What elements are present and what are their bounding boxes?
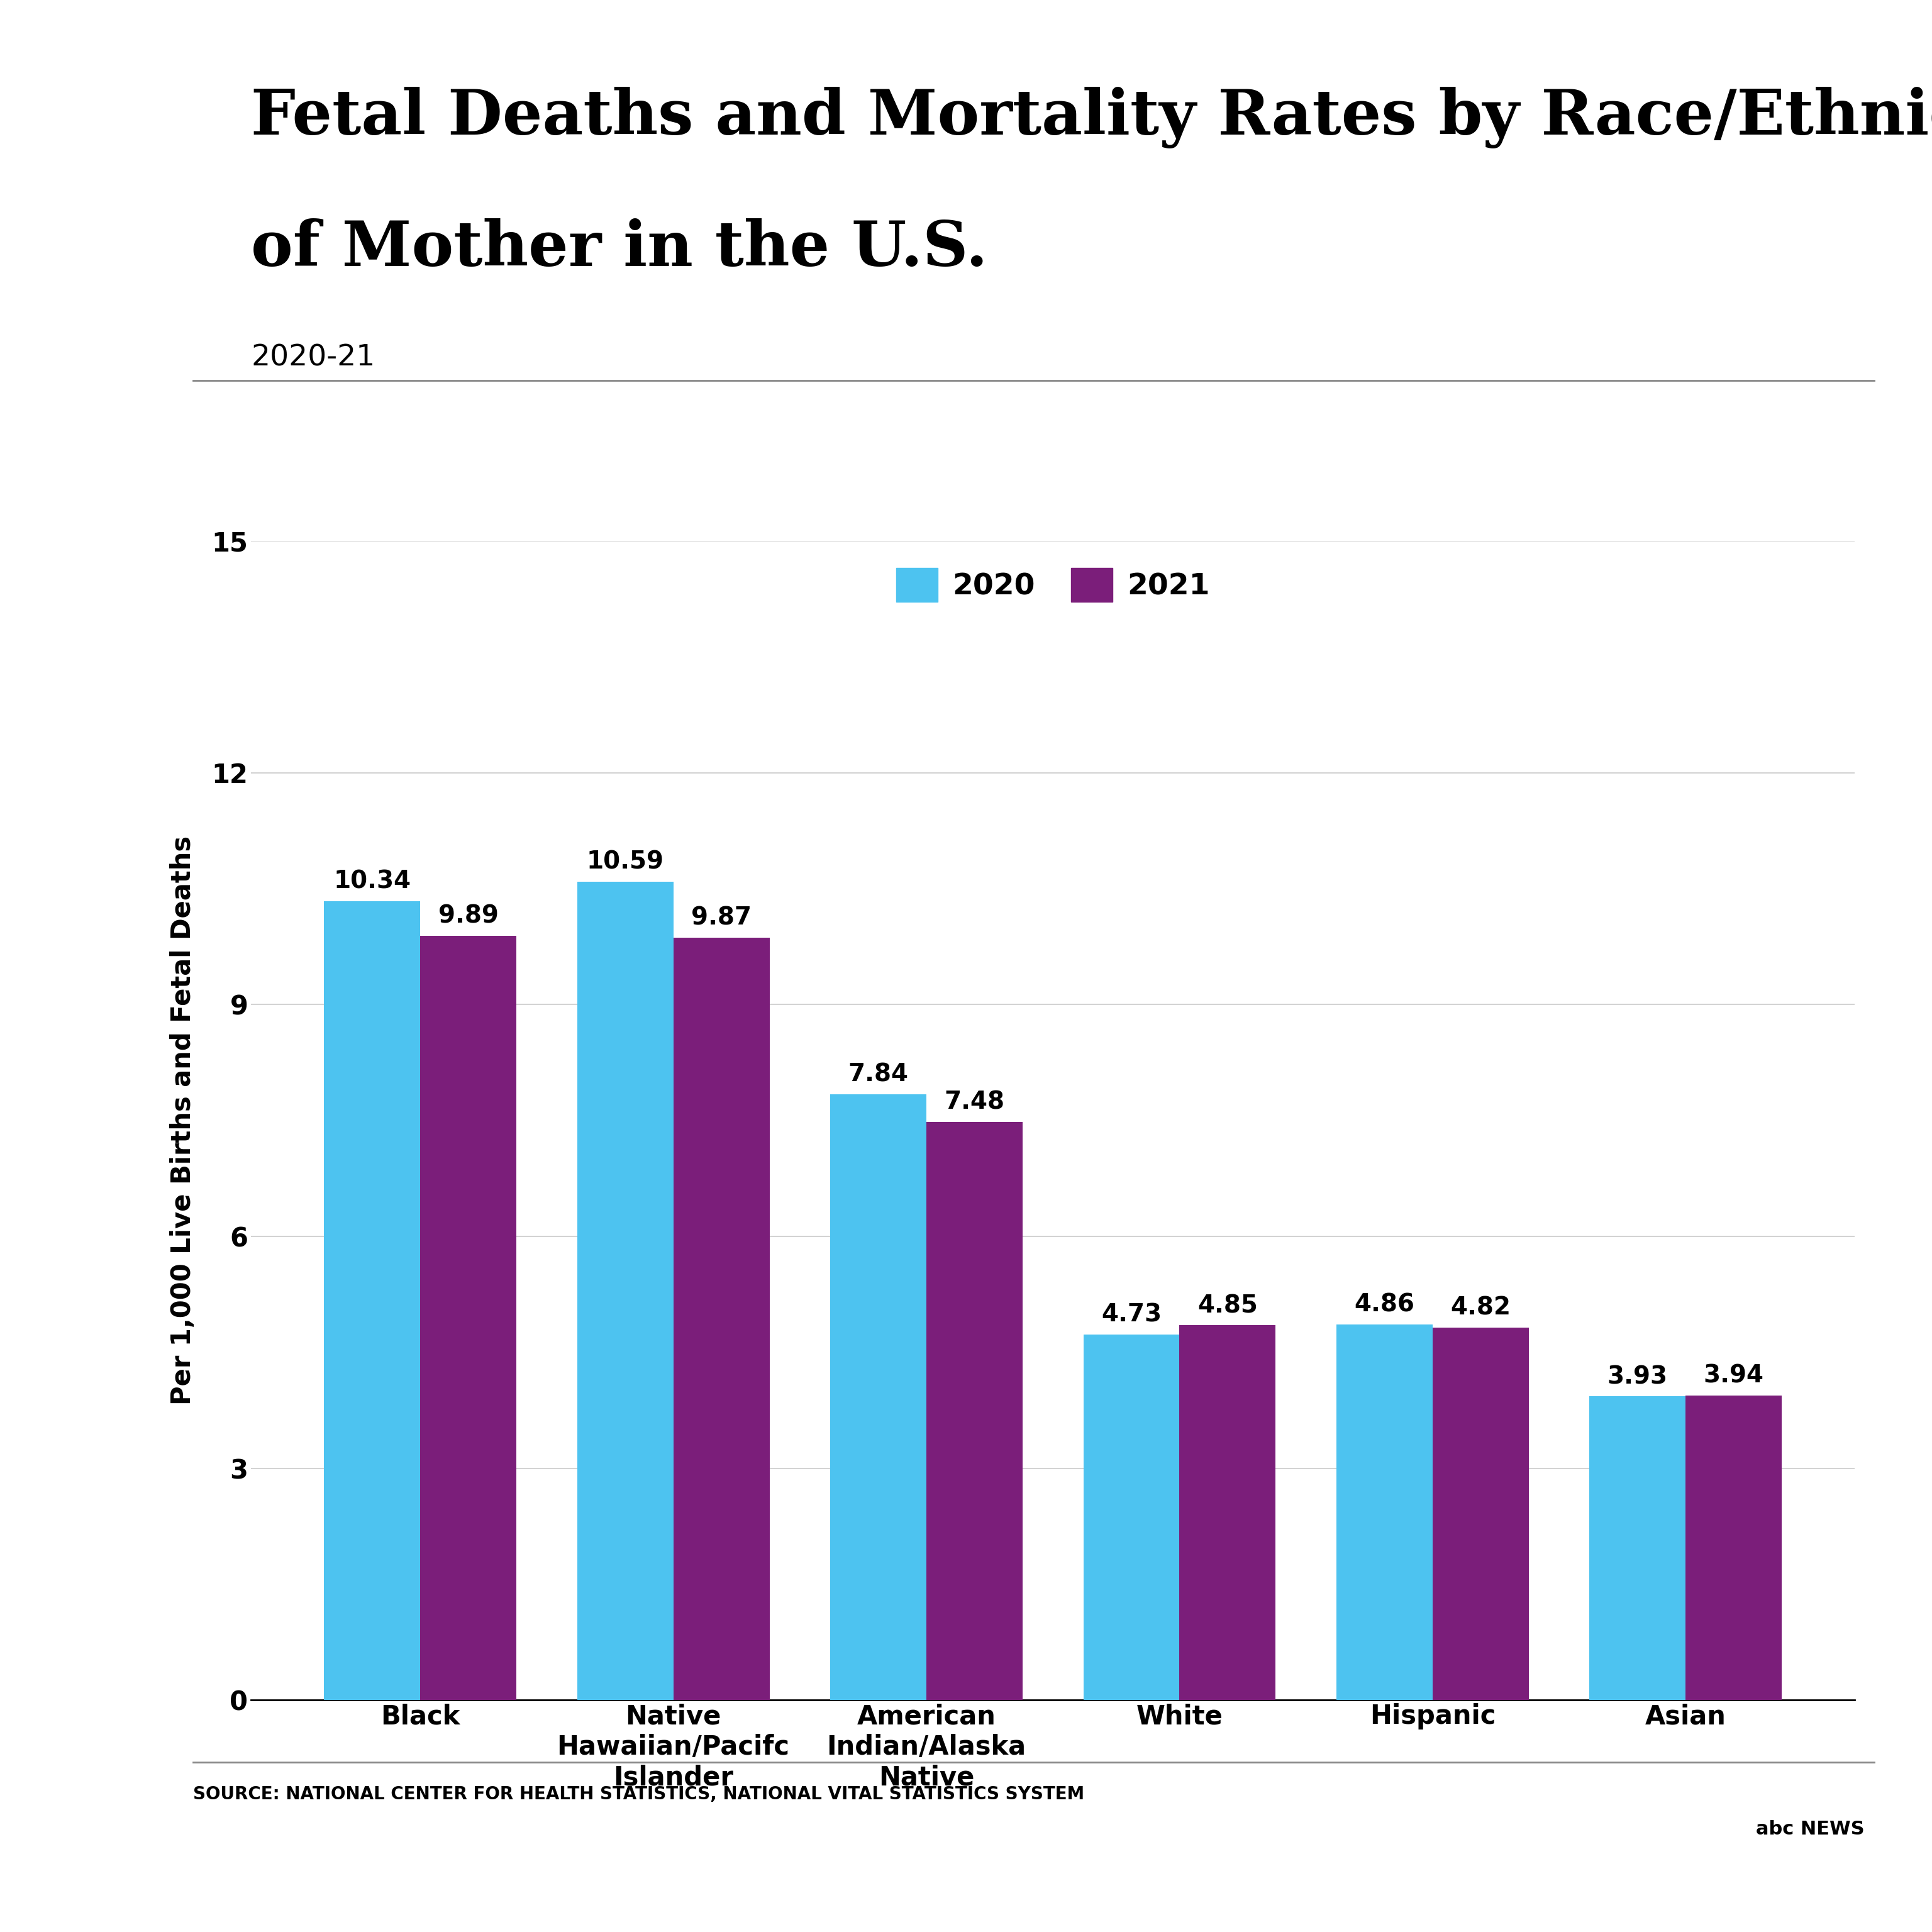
Text: Fetal Deaths and Mortality Rates by Race/Ethnicity: Fetal Deaths and Mortality Rates by Race… [251, 87, 1932, 149]
Text: 7.48: 7.48 [945, 1090, 1005, 1115]
Text: 3.93: 3.93 [1607, 1364, 1667, 1389]
Bar [1432, 1327, 1528, 1700]
Text: 9.89: 9.89 [439, 904, 498, 927]
Text: 3.94: 3.94 [1704, 1364, 1764, 1387]
Legend: 2020, 2021: 2020, 2021 [885, 556, 1221, 614]
Bar [674, 937, 769, 1700]
Bar [1084, 1335, 1179, 1700]
Text: 4.86: 4.86 [1354, 1293, 1414, 1318]
Text: 4.85: 4.85 [1198, 1294, 1258, 1318]
Text: 4.82: 4.82 [1451, 1296, 1511, 1320]
Bar [578, 881, 674, 1700]
Text: 4.73: 4.73 [1101, 1302, 1161, 1327]
Text: 7.84: 7.84 [848, 1063, 908, 1086]
Bar [831, 1094, 927, 1700]
Text: 10.59: 10.59 [587, 850, 665, 873]
Bar [421, 935, 516, 1700]
Text: SOURCE: NATIONAL CENTER FOR HEALTH STATISTICS, NATIONAL VITAL STATISTICS SYSTEM: SOURCE: NATIONAL CENTER FOR HEALTH STATI… [193, 1785, 1084, 1803]
Text: 10.34: 10.34 [334, 869, 412, 893]
Y-axis label: Per 1,000 Live Births and Fetal Deaths: Per 1,000 Live Births and Fetal Deaths [170, 837, 195, 1405]
Text: 2020-21: 2020-21 [251, 344, 375, 373]
Text: 9.87: 9.87 [692, 906, 752, 929]
Bar [1337, 1325, 1432, 1700]
Text: of Mother in the U.S.: of Mother in the U.S. [251, 218, 987, 280]
Bar [1685, 1395, 1781, 1700]
Bar [325, 900, 421, 1700]
Bar [927, 1122, 1022, 1700]
Text: abc NEWS: abc NEWS [1756, 1820, 1864, 1837]
Bar [1590, 1397, 1685, 1700]
Bar [1179, 1325, 1275, 1700]
